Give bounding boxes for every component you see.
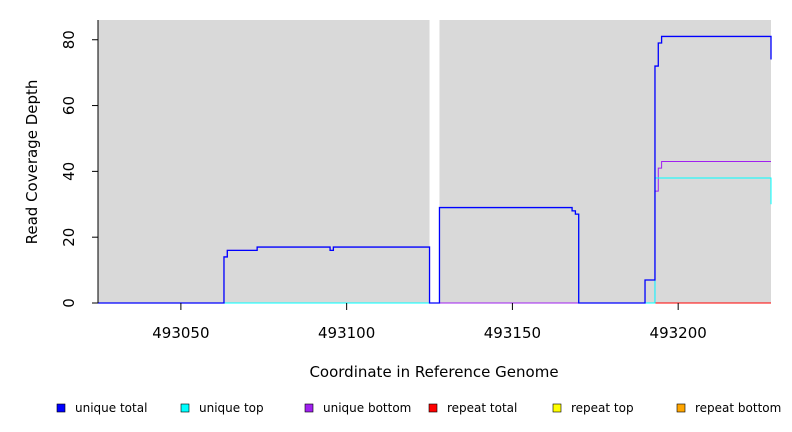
shaded-region-0 bbox=[98, 20, 430, 303]
series-line-unique-total bbox=[98, 35, 772, 304]
x-tick-label-493150: 493150 bbox=[484, 324, 541, 342]
legend-swatch-repeat-total bbox=[428, 403, 438, 413]
legend-swatch-repeat-top bbox=[552, 403, 562, 413]
legend-label-unique-bottom: unique bottom bbox=[323, 401, 411, 415]
y-tick-label-20: 20 bbox=[60, 228, 78, 247]
x-tick-label-493050: 493050 bbox=[152, 324, 209, 342]
y-tick-label-0: 0 bbox=[60, 298, 78, 308]
series-lines bbox=[98, 35, 772, 304]
legend-label-repeat-bottom: repeat bottom bbox=[695, 401, 781, 415]
y-tick-label-60: 60 bbox=[60, 96, 78, 115]
legend-label-unique-top: unique top bbox=[199, 401, 264, 415]
legend-label-repeat-total: repeat total bbox=[447, 401, 517, 415]
legend-swatch-unique-top bbox=[180, 403, 190, 413]
legend-swatch-unique-bottom bbox=[304, 403, 314, 413]
x-tick-label-493100: 493100 bbox=[318, 324, 375, 342]
legend-swatch-repeat-bottom bbox=[676, 403, 686, 413]
axes: 0 20 40 60 80 493050 493100 493150 493200 bbox=[60, 20, 707, 342]
legend-label-repeat-top: repeat top bbox=[571, 401, 634, 415]
legend-swatch-unique-total bbox=[56, 403, 66, 413]
y-tick-label-40: 40 bbox=[60, 162, 78, 181]
y-axis-title: Read Coverage Depth bbox=[23, 80, 41, 245]
legend: unique total unique top unique bottom repea… bbox=[56, 401, 781, 415]
x-tick-label-493200: 493200 bbox=[650, 324, 707, 342]
y-tick-label-80: 80 bbox=[60, 30, 78, 49]
legend-label-unique-total: unique total bbox=[75, 401, 147, 415]
x-axis-title: Coordinate in Reference Genome bbox=[309, 363, 558, 381]
